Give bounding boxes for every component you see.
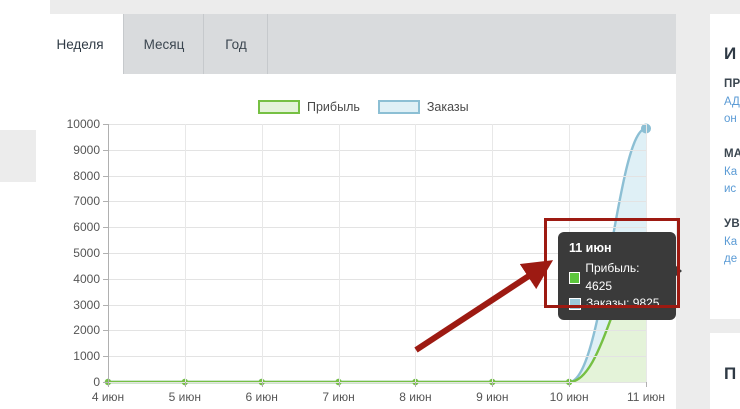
x-axis-tick: [415, 382, 416, 387]
y-axis-label: 5000: [40, 246, 100, 260]
chart-area: Прибыль Заказы 0 1000 2000 3000 4000 5000 6000 7…: [36, 74, 676, 409]
sidebar-link[interactable]: Ка: [724, 166, 737, 178]
x-axis-label: 5 июн: [169, 390, 201, 404]
legend-item-profit[interactable]: Прибыль: [258, 100, 360, 114]
x-axis-tick: [646, 382, 647, 387]
legend-label: Прибыль: [307, 100, 360, 114]
gridline-horizontal: [108, 201, 646, 202]
legend-item-orders[interactable]: Заказы: [378, 100, 469, 114]
x-axis-tick: [108, 382, 109, 387]
y-axis-label: 6000: [40, 220, 100, 234]
x-axis-tick: [262, 382, 263, 387]
sidebar-block-title: УВ: [724, 218, 740, 230]
x-axis-label: 7 июн: [322, 390, 354, 404]
tab-week[interactable]: Неделя: [36, 14, 124, 74]
sidebar-bottom-panel-heading: П: [724, 364, 736, 384]
sidebar-link[interactable]: Ка: [724, 236, 737, 248]
tab-label: Неделя: [56, 37, 103, 52]
x-axis-label: 8 июн: [399, 390, 431, 404]
legend-swatch: [378, 100, 420, 114]
y-axis-label: 4000: [40, 272, 100, 286]
sidebar-link[interactable]: АД: [724, 96, 740, 108]
y-axis-label: 0: [40, 375, 100, 389]
y-axis-label: 9000: [40, 143, 100, 157]
tab-year[interactable]: Год: [204, 14, 268, 74]
y-axis-label: 1000: [40, 349, 100, 363]
gridline-vertical: [262, 124, 263, 382]
sidebar-link[interactable]: он: [724, 113, 737, 125]
period-tab-bar: Неделя Месяц Год: [36, 14, 676, 74]
y-axis-label: 7000: [40, 194, 100, 208]
annotation-arrow-icon: [411, 252, 556, 357]
tab-month[interactable]: Месяц: [124, 14, 204, 74]
gridline-horizontal: [108, 176, 646, 177]
x-axis-label: 6 июн: [246, 390, 278, 404]
x-axis-tick: [339, 382, 340, 387]
y-axis-line: [108, 124, 109, 382]
x-axis-tick: [492, 382, 493, 387]
sidebar-block-title: ПР: [724, 78, 740, 90]
gridline-horizontal: [108, 150, 646, 151]
sidebar-link[interactable]: де: [724, 253, 737, 265]
sidebar-link[interactable]: ис: [724, 183, 736, 195]
y-axis-label: 8000: [40, 169, 100, 183]
legend-label: Заказы: [427, 100, 469, 114]
y-axis-label: 3000: [40, 298, 100, 312]
tab-label: Год: [225, 37, 247, 52]
x-axis-label: 11 июн: [627, 390, 665, 404]
gridline-horizontal: [108, 124, 646, 125]
x-axis-label: 9 июн: [476, 390, 508, 404]
y-axis-label: 2000: [40, 323, 100, 337]
x-axis-label: 10 июн: [550, 390, 589, 404]
chart-legend: Прибыль Заказы: [258, 100, 469, 114]
x-axis-tick: [569, 382, 570, 387]
x-axis-label: 4 июн: [92, 390, 124, 404]
gridline-horizontal: [108, 330, 646, 331]
gridline-horizontal: [108, 382, 646, 383]
gridline-vertical: [339, 124, 340, 382]
legend-swatch: [258, 100, 300, 114]
sidebar-heading: И: [724, 44, 736, 64]
tab-label: Месяц: [144, 37, 185, 52]
sidebar-block-title: МА: [724, 148, 740, 160]
y-axis-label: 10000: [40, 117, 100, 131]
tab-separator: [267, 14, 268, 74]
x-axis-tick: [185, 382, 186, 387]
gridline-vertical: [185, 124, 186, 382]
annotation-highlight-box: [544, 218, 680, 308]
gridline-horizontal: [108, 356, 646, 357]
